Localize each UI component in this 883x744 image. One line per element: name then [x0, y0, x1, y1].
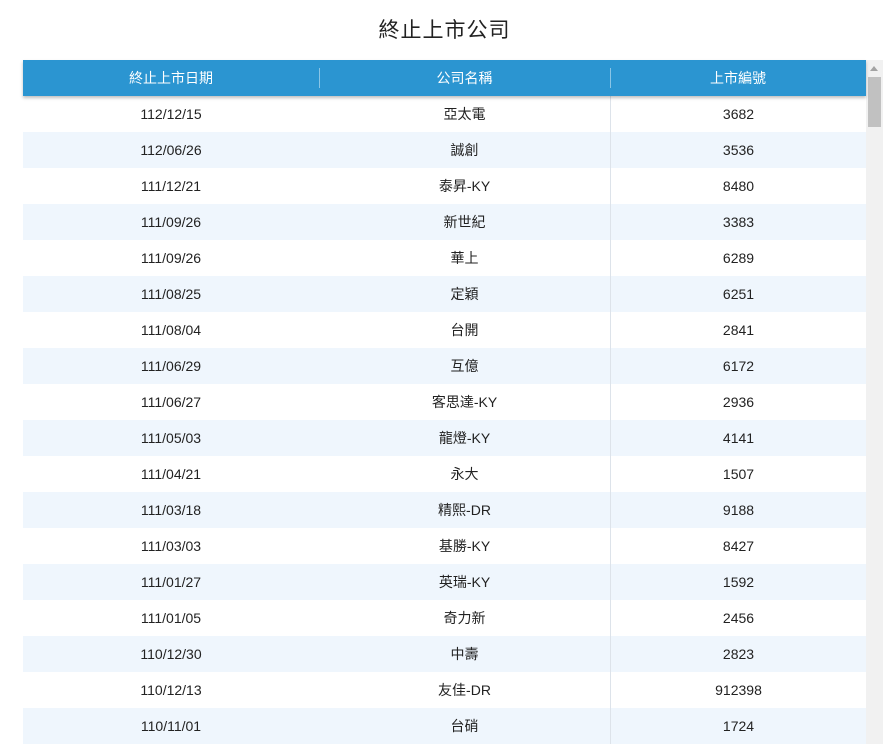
cell-stock-code: 4141 [610, 420, 866, 456]
cell-delist-date: 111/03/18 [140, 502, 202, 518]
cell-delist-date: 111/09/26 [140, 250, 202, 266]
cell-delist-date: 111/01/27 [140, 574, 202, 590]
cell-delist-date: 111/12/21 [140, 178, 202, 194]
table-row[interactable]: 111/01/05 奇力新 2456 [23, 600, 866, 636]
cell-company-name: 誠創 [450, 142, 479, 158]
cell-delist-date: 111/01/05 [140, 610, 202, 626]
cell-stock-code: 1592 [610, 564, 866, 600]
cell-delist-date: 111/04/21 [140, 466, 202, 482]
cell-company-name: 台開 [450, 322, 479, 338]
cell-company-name: 龍燈-KY [438, 430, 491, 446]
cell-stock-code: 3536 [610, 132, 866, 168]
table-row[interactable]: 111/03/18 精熙-DR 9188 [23, 492, 866, 528]
table-row[interactable]: 111/09/26 新世紀 3383 [23, 204, 866, 240]
cell-company-name: 永大 [450, 466, 479, 482]
cell-company-name: 奇力新 [443, 610, 486, 626]
table-header: 終止上市日期 公司名稱 上市編號 [23, 60, 866, 96]
cell-delist-date: 110/11/01 [140, 718, 202, 734]
cell-delist-date: 111/05/03 [140, 430, 202, 446]
cell-stock-code: 912398 [610, 672, 866, 708]
cell-company-name: 台硝 [450, 718, 479, 734]
column-header-stock-code[interactable]: 上市編號 [610, 60, 866, 96]
cell-company-name: 精熙-DR [438, 502, 491, 518]
cell-stock-code: 1507 [610, 456, 866, 492]
cell-delist-date: 111/09/26 [140, 214, 202, 230]
table-row[interactable]: 111/05/03 龍燈-KY 4141 [23, 420, 866, 456]
cell-company-name: 新世紀 [443, 214, 486, 230]
table-row[interactable]: 111/03/03 基勝-KY 8427 [23, 528, 866, 564]
cell-stock-code: 2936 [610, 384, 866, 420]
scrollbar-thumb[interactable] [868, 77, 881, 127]
cell-delist-date: 110/12/13 [140, 682, 202, 698]
table-row[interactable]: 111/12/21 泰昇-KY 8480 [23, 168, 866, 204]
cell-delist-date: 112/12/15 [140, 106, 202, 122]
table-row[interactable]: 111/09/26 華上 6289 [23, 240, 866, 276]
table-row[interactable]: 112/06/26 誠創 3536 [23, 132, 866, 168]
cell-stock-code: 9188 [610, 492, 866, 528]
cell-company-name: 英瑞-KY [438, 574, 491, 590]
table-row[interactable]: 111/08/25 定穎 6251 [23, 276, 866, 312]
vertical-scrollbar[interactable] [866, 60, 883, 744]
cell-delist-date: 111/08/04 [140, 322, 202, 338]
cell-stock-code: 2823 [610, 636, 866, 672]
cell-company-name: 友佳-DR [438, 682, 491, 698]
cell-stock-code: 6251 [610, 276, 866, 312]
cell-company-name: 客思達-KY [431, 394, 498, 410]
column-header-company-name[interactable]: 公司名稱 [319, 60, 610, 96]
cell-delist-date: 111/06/29 [140, 358, 202, 374]
column-header-delist-date[interactable]: 終止上市日期 [129, 70, 213, 86]
scroll-up-arrow-icon[interactable] [870, 66, 878, 71]
table-row[interactable]: 111/01/27 英瑞-KY 1592 [23, 564, 866, 600]
table-row[interactable]: 112/12/15 亞太電 3682 [23, 96, 866, 132]
cell-stock-code: 3383 [610, 204, 866, 240]
cell-stock-code: 6172 [610, 348, 866, 384]
cell-stock-code: 3682 [610, 96, 866, 132]
cell-company-name: 基勝-KY [438, 538, 491, 554]
cell-delist-date: 110/12/30 [140, 646, 202, 662]
cell-delist-date: 111/08/25 [140, 286, 202, 302]
table-row[interactable]: 111/08/04 台開 2841 [23, 312, 866, 348]
cell-stock-code: 2456 [610, 600, 866, 636]
cell-delist-date: 111/03/03 [140, 538, 202, 554]
cell-stock-code: 8427 [610, 528, 866, 564]
cell-delist-date: 111/06/27 [140, 394, 202, 410]
cell-delist-date: 112/06/26 [140, 142, 202, 158]
table-row[interactable]: 111/06/27 客思達-KY 2936 [23, 384, 866, 420]
page-title: 終止上市公司 [378, 19, 511, 42]
table-body: 112/12/15 亞太電 3682 112/06/26 誠創 3536 111/12/21… [23, 96, 866, 744]
cell-stock-code: 8480 [610, 168, 866, 204]
cell-company-name: 亞太電 [443, 106, 486, 122]
table-row[interactable]: 110/12/30 中壽 2823 [23, 636, 866, 672]
cell-stock-code: 2841 [610, 312, 866, 348]
table-row[interactable]: 111/06/29 互億 6172 [23, 348, 866, 384]
cell-stock-code: 6289 [610, 240, 866, 276]
cell-company-name: 定穎 [450, 286, 479, 302]
cell-company-name: 互億 [450, 358, 479, 374]
table-row[interactable]: 111/04/21 永大 1507 [23, 456, 866, 492]
cell-company-name: 華上 [450, 250, 479, 266]
table-row[interactable]: 110/11/01 台硝 1724 [23, 708, 866, 744]
cell-company-name: 中壽 [450, 646, 479, 662]
cell-stock-code: 1724 [610, 708, 866, 744]
table-row[interactable]: 110/12/13 友佳-DR 912398 [23, 672, 866, 708]
cell-company-name: 泰昇-KY [438, 178, 491, 194]
